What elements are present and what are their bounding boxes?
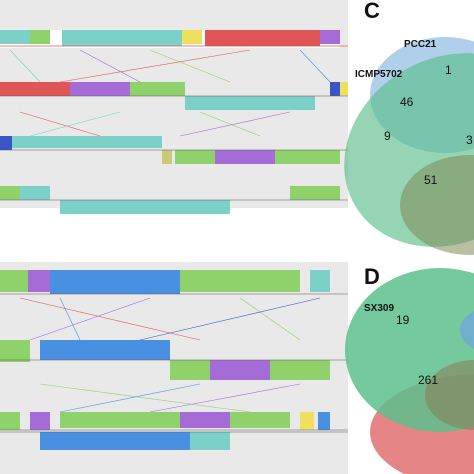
venn-panel-d: D SX309 19 261 bbox=[345, 264, 474, 474]
block bbox=[215, 150, 275, 164]
block bbox=[330, 82, 340, 96]
block bbox=[70, 82, 130, 96]
block bbox=[230, 412, 290, 428]
venn-d-count-2: 261 bbox=[418, 373, 438, 387]
venn-c-count-3: 9 bbox=[384, 129, 391, 143]
block bbox=[0, 82, 70, 96]
block bbox=[0, 30, 30, 44]
panel-letter-c: C bbox=[364, 0, 380, 23]
block bbox=[162, 150, 172, 164]
connectors-1 bbox=[9, 49, 331, 83]
venn-c-count-1: 1 bbox=[445, 63, 452, 77]
venn-panel-c: C PCC21 ICMP5702 1 46 9 3 51 bbox=[344, 0, 474, 255]
block bbox=[0, 136, 12, 150]
block bbox=[180, 270, 210, 292]
block bbox=[30, 412, 50, 430]
block bbox=[40, 340, 170, 360]
block bbox=[275, 150, 340, 164]
block bbox=[0, 270, 28, 292]
venn-c-count-4: 3 bbox=[466, 133, 473, 147]
block bbox=[40, 432, 190, 450]
connectors-3 bbox=[19, 297, 321, 341]
block bbox=[182, 30, 202, 44]
venn-c-count-5: 51 bbox=[424, 173, 438, 187]
block bbox=[180, 412, 230, 428]
block bbox=[205, 30, 320, 46]
block bbox=[185, 96, 315, 110]
block bbox=[50, 270, 180, 294]
venn-c-count-2: 46 bbox=[400, 95, 414, 109]
genome-label-pcc21: PCC21 bbox=[404, 39, 437, 50]
block bbox=[318, 412, 330, 430]
connectors-2 bbox=[19, 111, 291, 137]
block bbox=[210, 360, 270, 380]
venn-d-count-1: 19 bbox=[396, 313, 410, 327]
venn-d-overlap bbox=[425, 360, 474, 430]
block bbox=[30, 30, 50, 44]
block bbox=[210, 270, 300, 292]
alignment-panel-bottom bbox=[0, 262, 348, 474]
block bbox=[0, 186, 20, 200]
block bbox=[300, 412, 314, 430]
block bbox=[12, 136, 162, 148]
venn-c-set-icmp5702 bbox=[344, 53, 474, 247]
block bbox=[320, 30, 340, 44]
block bbox=[130, 82, 185, 96]
panel-letter-d: D bbox=[364, 264, 380, 289]
block bbox=[310, 270, 330, 292]
block bbox=[28, 270, 50, 292]
block bbox=[175, 150, 215, 164]
block bbox=[20, 186, 50, 200]
genome-label-icmp5702: ICMP5702 bbox=[355, 69, 403, 80]
block bbox=[190, 432, 230, 450]
genome-label-sx309: SX309 bbox=[364, 303, 394, 314]
block bbox=[270, 360, 330, 380]
alignment-panel-top bbox=[0, 0, 348, 214]
venn-c-set-third bbox=[400, 155, 474, 255]
block bbox=[60, 412, 180, 428]
block bbox=[0, 412, 20, 430]
block bbox=[170, 360, 210, 380]
connectors-4 bbox=[39, 383, 301, 413]
venn-d-set-blue bbox=[460, 311, 474, 349]
block bbox=[60, 200, 230, 214]
block bbox=[0, 340, 30, 362]
block bbox=[290, 186, 340, 200]
block bbox=[62, 30, 182, 46]
block bbox=[340, 82, 348, 96]
